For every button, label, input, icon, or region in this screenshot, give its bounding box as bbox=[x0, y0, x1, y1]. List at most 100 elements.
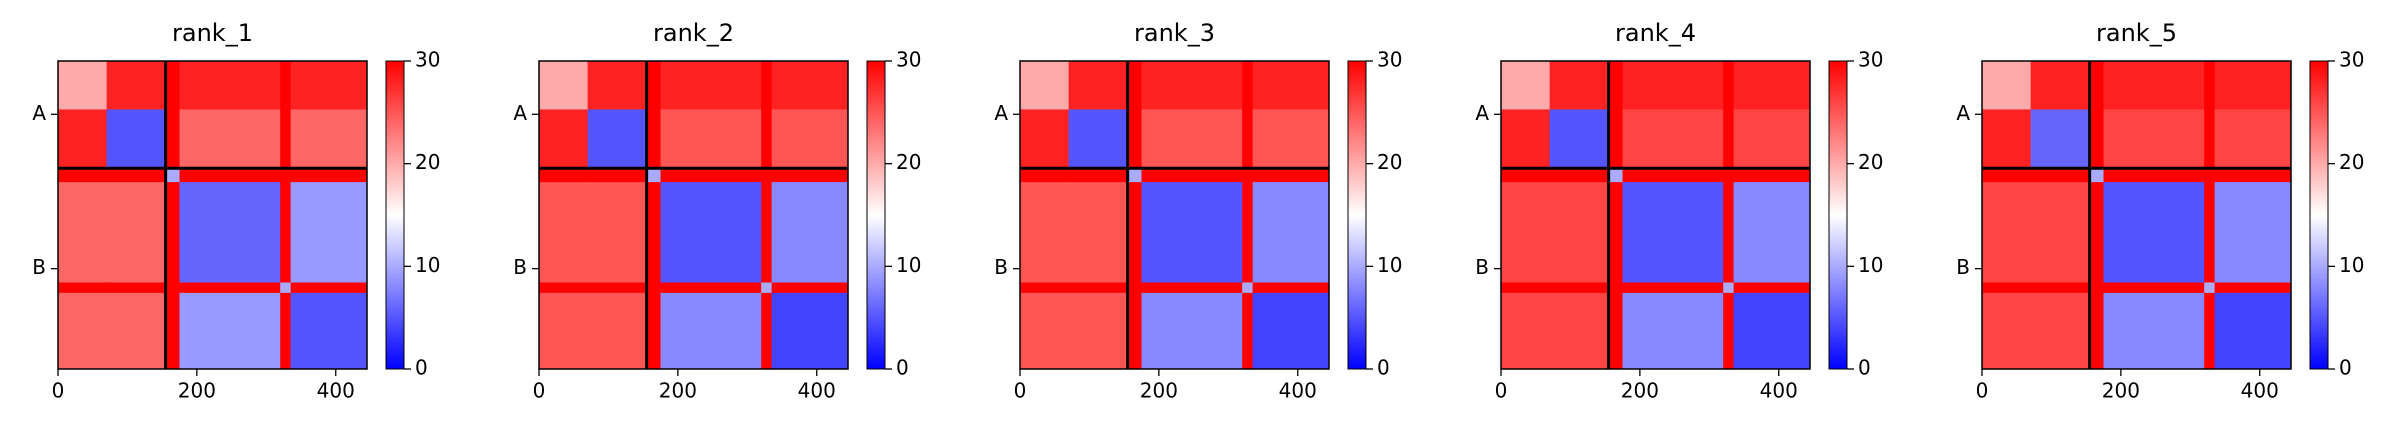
heatmap-cell bbox=[771, 292, 849, 370]
heatmap-cell bbox=[1501, 168, 1551, 183]
heatmap-cell bbox=[660, 282, 762, 294]
heatmap-cell bbox=[290, 61, 368, 110]
heatmap-cell bbox=[1549, 61, 1610, 110]
colorbar-tick-label: 0 bbox=[1377, 356, 1390, 380]
axes-frame bbox=[1500, 60, 1811, 370]
heatmap-cell bbox=[165, 61, 181, 110]
heatmap-cell bbox=[1252, 61, 1330, 110]
heatmap-cell bbox=[58, 168, 108, 183]
heatmap-cell bbox=[660, 168, 762, 183]
heatmap-cell bbox=[1127, 168, 1143, 183]
heatmap-cell bbox=[1608, 182, 1624, 283]
heatmap-cell bbox=[179, 109, 281, 169]
heatmap-cell bbox=[2204, 182, 2216, 283]
heatmap-cell bbox=[58, 109, 108, 169]
heatmap-cell bbox=[1252, 292, 1330, 370]
heatmap-cell bbox=[1242, 61, 1254, 110]
heatmap-cell bbox=[539, 109, 589, 169]
heatmap-cell bbox=[1020, 182, 1070, 283]
heatmap-cell bbox=[106, 182, 167, 283]
heatmap-cell bbox=[771, 282, 849, 294]
heatmap-cell bbox=[1982, 292, 2032, 370]
heatmap-cell bbox=[1127, 109, 1143, 169]
heatmap-cell bbox=[1127, 292, 1143, 370]
heatmap-cell bbox=[646, 168, 662, 183]
heatmap-cell bbox=[2204, 109, 2216, 169]
heatmap-cell bbox=[1141, 282, 1243, 294]
heatmap-cell bbox=[1723, 182, 1735, 283]
heatmap-cell bbox=[1127, 61, 1143, 110]
heatmap-cell bbox=[660, 61, 762, 110]
heatmap-cell bbox=[179, 168, 281, 183]
heatmap-cell bbox=[2204, 292, 2216, 370]
heatmap-cell bbox=[1608, 109, 1624, 169]
heatmap-cell bbox=[165, 182, 181, 283]
heatmap-cell bbox=[1608, 292, 1624, 370]
heatmap-cell bbox=[1549, 109, 1610, 169]
heatmap-cell bbox=[1982, 282, 2032, 294]
colorbar-tick-label: 30 bbox=[1858, 48, 1883, 72]
heatmap-cell bbox=[1622, 182, 1724, 283]
colorbar bbox=[385, 60, 405, 370]
colorbar-tick-label: 20 bbox=[1858, 150, 1883, 174]
heatmap-cell bbox=[761, 61, 773, 110]
x-tick-label: 400 bbox=[798, 379, 836, 403]
heatmap-cell bbox=[106, 109, 167, 169]
heatmap-cell bbox=[1242, 109, 1254, 169]
heatmap-cell bbox=[290, 182, 368, 283]
heatmap-cell bbox=[1141, 168, 1243, 183]
heatmap-cell bbox=[2089, 168, 2105, 183]
x-tick-label: 400 bbox=[317, 379, 355, 403]
heatmap-cell bbox=[1141, 182, 1243, 283]
heatmap-cell bbox=[179, 61, 281, 110]
heatmap-cell bbox=[539, 282, 589, 294]
heatmap-cell bbox=[1733, 61, 1811, 110]
axes-frame bbox=[57, 60, 368, 370]
heatmap-cell bbox=[1723, 292, 1735, 370]
heatmap-cell bbox=[771, 168, 849, 183]
colorbar-tick-label: 10 bbox=[1858, 253, 1883, 277]
heatmap-cell bbox=[179, 292, 281, 370]
heatmap-cell bbox=[1252, 168, 1330, 183]
colorbar-tick-label: 30 bbox=[2339, 48, 2364, 72]
heatmap-cell bbox=[1608, 61, 1624, 110]
heatmap-cell bbox=[1068, 168, 1129, 183]
heatmap-cell bbox=[646, 292, 662, 370]
heatmap-cell bbox=[2214, 182, 2292, 283]
heatmap-cell bbox=[58, 292, 108, 370]
x-tick-label: 0 bbox=[533, 379, 546, 403]
heatmap-cell bbox=[761, 182, 773, 283]
colorbar bbox=[2309, 60, 2329, 370]
y-tick-label: A bbox=[1956, 101, 1970, 125]
heatmap-cell bbox=[1549, 282, 1610, 294]
heatmap-cell bbox=[539, 61, 589, 110]
heatmap-cell bbox=[2103, 168, 2205, 183]
colorbar-tick-label: 0 bbox=[2339, 356, 2352, 380]
heatmap-cell bbox=[2030, 282, 2091, 294]
colorbar-tick-label: 0 bbox=[415, 356, 428, 380]
heatmap-cell bbox=[165, 109, 181, 169]
heatmap-cell bbox=[2030, 292, 2091, 370]
heatmap-cell bbox=[179, 182, 281, 283]
heatmap-cell bbox=[165, 282, 181, 294]
y-tick-label: B bbox=[1956, 255, 1970, 279]
heatmap-cell bbox=[2030, 61, 2091, 110]
heatmap-cell bbox=[1501, 109, 1551, 169]
heatmap-cell bbox=[1622, 109, 1724, 169]
colorbar-tick-label: 10 bbox=[2339, 253, 2364, 277]
heatmap-cell bbox=[761, 282, 773, 294]
heatmap-cell bbox=[1723, 61, 1735, 110]
heatmap-cell bbox=[660, 109, 762, 169]
heatmap-cell bbox=[587, 282, 648, 294]
heatmap-cell bbox=[2103, 292, 2205, 370]
colorbar-tick-label: 0 bbox=[896, 356, 909, 380]
heatmap-cell bbox=[771, 109, 849, 169]
heatmap-cell bbox=[2214, 282, 2292, 294]
colorbar bbox=[1828, 60, 1848, 370]
heatmap-cell bbox=[165, 292, 181, 370]
x-tick-label: 0 bbox=[1495, 379, 1508, 403]
heatmap-cell bbox=[1252, 282, 1330, 294]
heatmap-cell bbox=[1549, 292, 1610, 370]
heatmap-cell bbox=[1141, 61, 1243, 110]
